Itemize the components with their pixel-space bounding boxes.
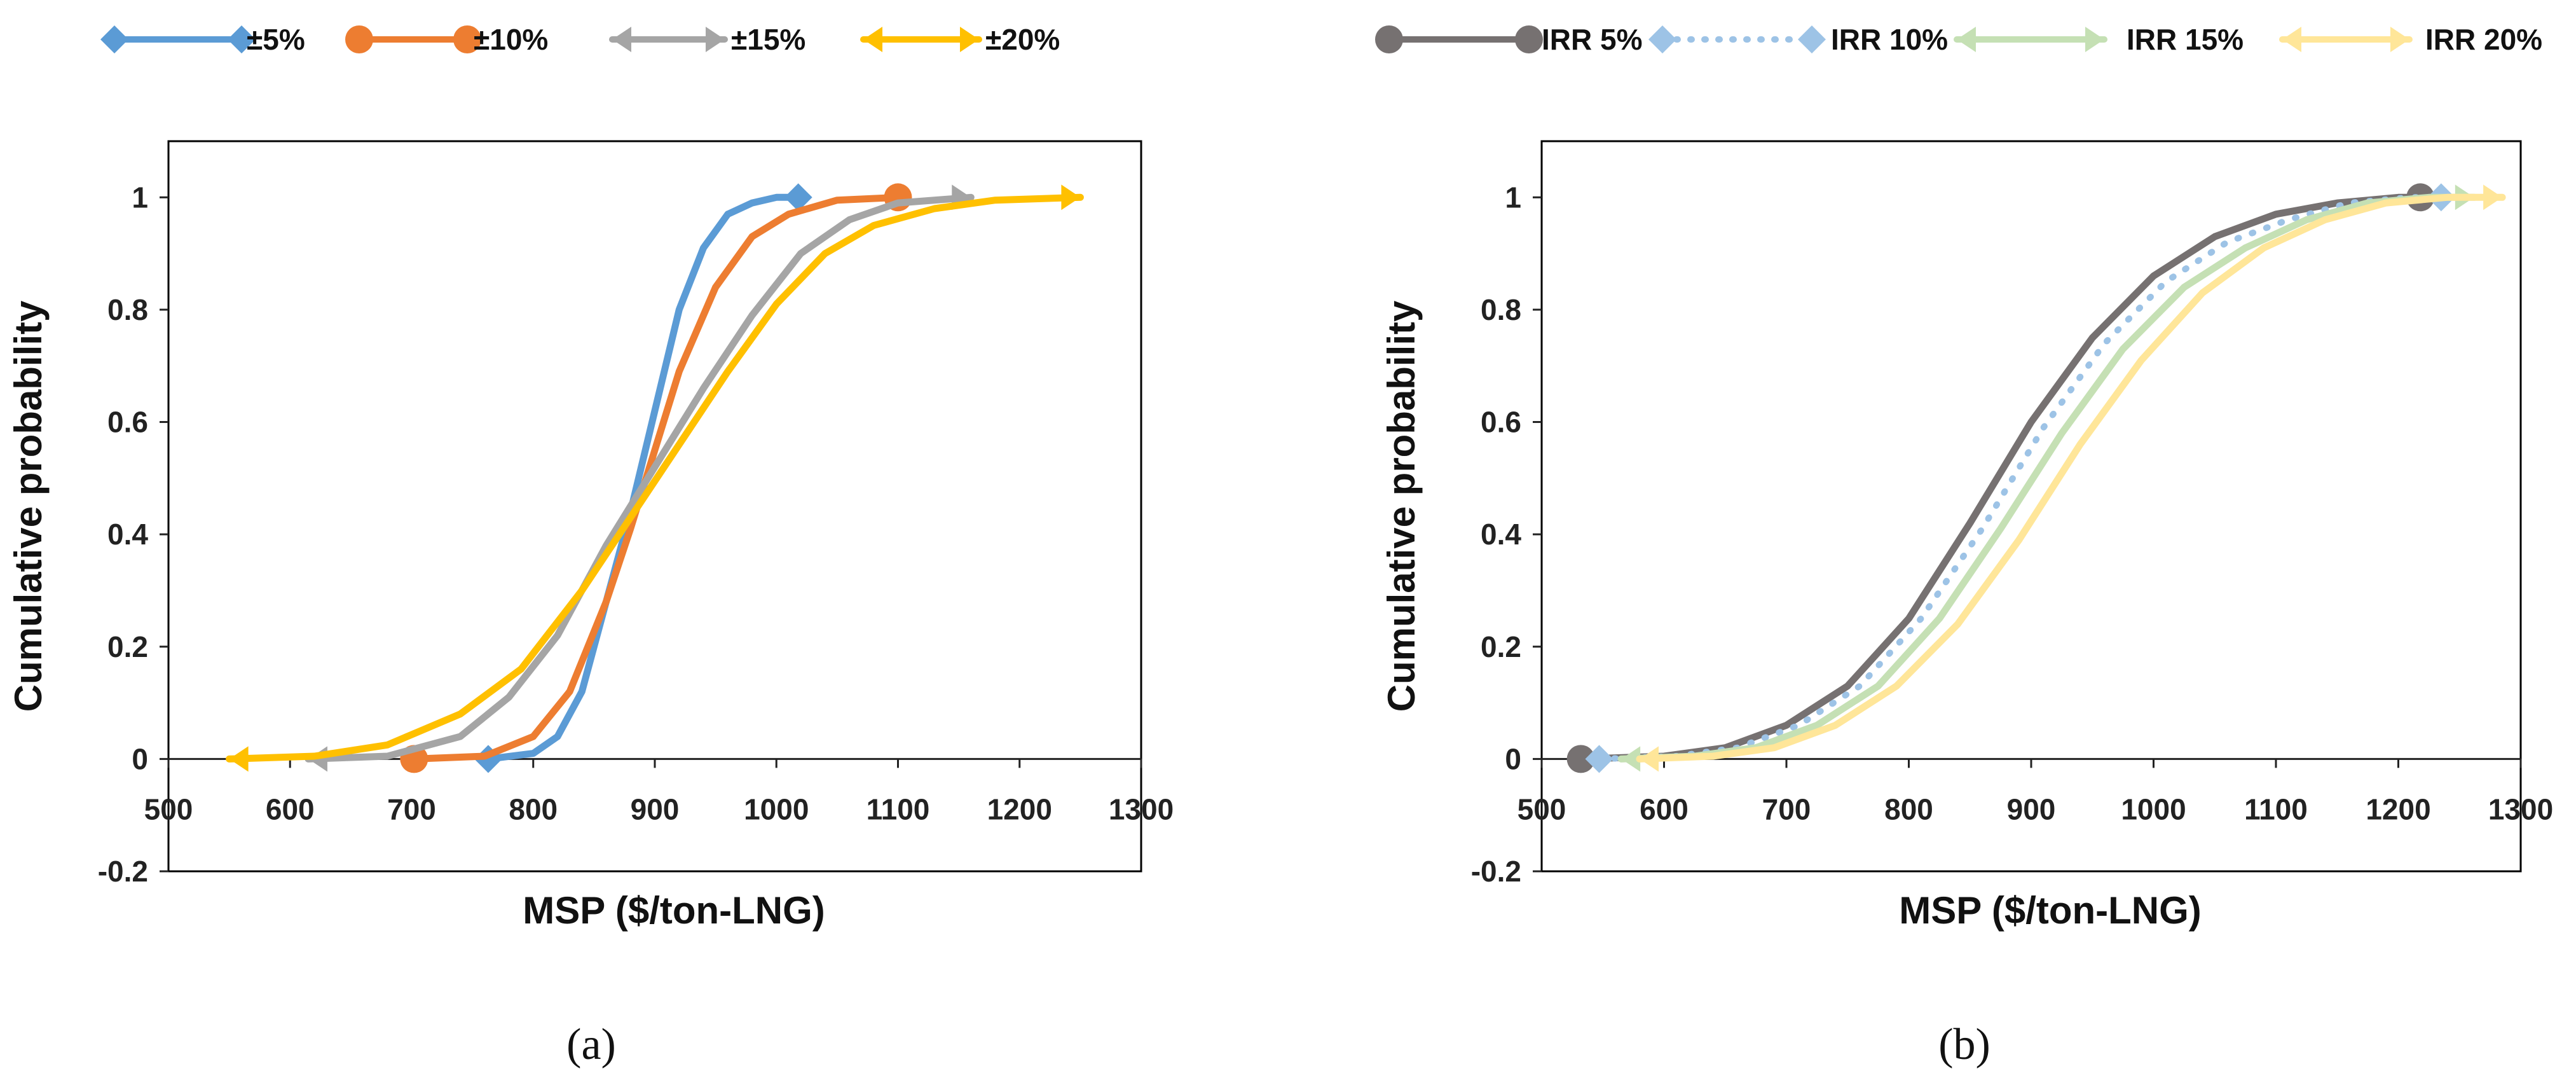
x-tick-label: 600 — [1640, 792, 1689, 826]
legend-item-irr-20: IRR 20% — [2279, 23, 2542, 56]
legend-item-5: ±5% — [100, 23, 305, 56]
series-line-irr-15 — [1617, 193, 2478, 763]
legend-swatch-marker-end — [2390, 27, 2409, 52]
legend-swatch-marker-start — [2282, 27, 2301, 52]
series-20 — [226, 184, 1084, 772]
series-start-marker-irr-10 — [1585, 745, 1613, 773]
series-line-5 — [484, 193, 802, 763]
legend-swatch-marker-start — [1648, 25, 1676, 53]
legend-item-15: ±15% — [609, 23, 805, 56]
series-line-15 — [305, 193, 975, 763]
legend: ±5% ±10% ±15% ±20% — [100, 23, 1060, 56]
x-tick-label: 500 — [144, 792, 193, 826]
y-tick-label: 0.2 — [107, 630, 148, 663]
series-end-marker-20 — [1061, 184, 1081, 211]
legend-item-10: ±10% — [345, 23, 548, 56]
x-axis-title: MSP ($/ton-LNG) — [1899, 889, 2202, 932]
legend-swatch-marker-end — [228, 25, 256, 53]
series-irr-5 — [1566, 183, 2435, 773]
y-tick-label: 0.2 — [1481, 630, 1521, 663]
legend-label: ±20% — [985, 23, 1060, 56]
plot-frame — [1540, 140, 2522, 873]
x-tick-label: 900 — [631, 792, 680, 826]
x-tick-label: 600 — [266, 792, 315, 826]
legend-swatch-marker-start — [863, 27, 882, 52]
series-line-irr-20 — [1636, 193, 2506, 763]
y-tick-label: 0.6 — [1481, 406, 1521, 439]
y-tick-label: 0.4 — [1481, 518, 1521, 551]
x-tick-label: 700 — [1762, 792, 1811, 826]
x-tick-label: 800 — [1884, 792, 1933, 826]
series-end-marker-5 — [784, 183, 812, 212]
y-tick-label: 1 — [132, 181, 148, 214]
y-axis-title: Cumulative probability — [7, 300, 50, 712]
x-tick-label: 1100 — [867, 792, 930, 826]
legend-swatch-marker-end — [1515, 25, 1543, 53]
x-tick-label: 1300 — [1109, 792, 1174, 826]
legend: IRR 5% IRR 10% IRR 15% IRR 20% — [1375, 23, 2542, 56]
series-start-marker-20 — [229, 746, 249, 772]
y-tick-label: 0 — [1505, 742, 1521, 775]
legend-item-irr-5: IRR 5% — [1375, 23, 1642, 56]
legend-label: IRR 20% — [2425, 23, 2542, 56]
y-tick-label: 1 — [1505, 181, 1521, 214]
legend-swatch-marker-end — [960, 27, 979, 52]
legend-swatch-marker-start — [1375, 25, 1403, 53]
series-irr-10 — [1585, 183, 2455, 773]
series-line-10 — [410, 193, 901, 763]
legend-swatch-marker-start — [1957, 27, 1976, 52]
x-tick-label: 1000 — [744, 792, 809, 826]
x-tick-label: 800 — [509, 792, 558, 826]
series-start-marker-irr-20 — [1640, 746, 1659, 772]
legend-swatch-marker-start — [612, 27, 631, 52]
series-irr-15 — [1617, 184, 2478, 772]
y-tick-label: 0.6 — [107, 406, 148, 439]
chart-panel-b: 500 600 700 800 900 1000 1100 1200 1300 -0.2 0 0.2 0… — [1375, 23, 2553, 1069]
series-start-marker-irr-5 — [1566, 745, 1595, 773]
legend-label: IRR 5% — [1542, 23, 1642, 56]
legend-swatch-marker-end — [1798, 25, 1826, 53]
legend-label: IRR 10% — [1831, 23, 1948, 56]
legend-swatch-marker-start — [345, 25, 373, 53]
series-line-irr-5 — [1577, 193, 2424, 763]
legend-swatch-marker-start — [100, 25, 128, 53]
y-tick-label: 0.4 — [107, 518, 148, 551]
plot-frame — [167, 140, 1142, 873]
series-end-marker-irr-20 — [2483, 184, 2503, 211]
legend-label: ±10% — [474, 23, 548, 56]
x-tick-label: 1000 — [2121, 792, 2186, 826]
y-tick-label: 0.8 — [1481, 293, 1521, 326]
legend-label: ±15% — [731, 23, 805, 56]
x-axis-title: MSP ($/ton-LNG) — [523, 889, 825, 932]
legend-item-irr-15: IRR 15% — [1954, 23, 2244, 56]
x-tick-label: 700 — [387, 792, 436, 826]
y-tick-label: 0.8 — [107, 293, 148, 326]
x-tick-label: 1200 — [987, 792, 1052, 826]
legend-swatch-marker-end — [2085, 27, 2104, 52]
panel-label: (a) — [566, 1020, 616, 1069]
y-axis-title: Cumulative probability — [1380, 300, 1423, 712]
x-tick-label: 1200 — [2366, 792, 2430, 826]
y-tick-label: -0.2 — [1471, 855, 1521, 888]
x-tick-label: 500 — [1518, 792, 1566, 826]
y-tick-label: -0.2 — [98, 855, 148, 888]
legend-swatch-marker-end — [706, 27, 725, 52]
y-tick-label: 0 — [132, 742, 148, 775]
legend-label: IRR 15% — [2127, 23, 2244, 56]
series-irr-20 — [1636, 184, 2506, 772]
series-start-marker-irr-15 — [1621, 746, 1641, 772]
chart-panel-a: 500 600 700 800 900 1000 1100 1200 1300 -0.2 0 0.2 0… — [7, 23, 1174, 1069]
x-tick-label: 1100 — [2244, 792, 2308, 826]
panel-label: (b) — [1938, 1020, 1990, 1069]
series-line-irr-10 — [1596, 194, 2444, 763]
x-tick-label: 900 — [2007, 792, 2056, 826]
legend-item-irr-10: IRR 10% — [1648, 23, 1948, 56]
x-tick-label: 1300 — [2488, 792, 2553, 826]
legend-item-20: ±20% — [860, 23, 1060, 56]
legend-label: ±5% — [247, 23, 305, 56]
legend-swatch-marker-end — [453, 25, 481, 53]
series-line-20 — [226, 193, 1084, 763]
